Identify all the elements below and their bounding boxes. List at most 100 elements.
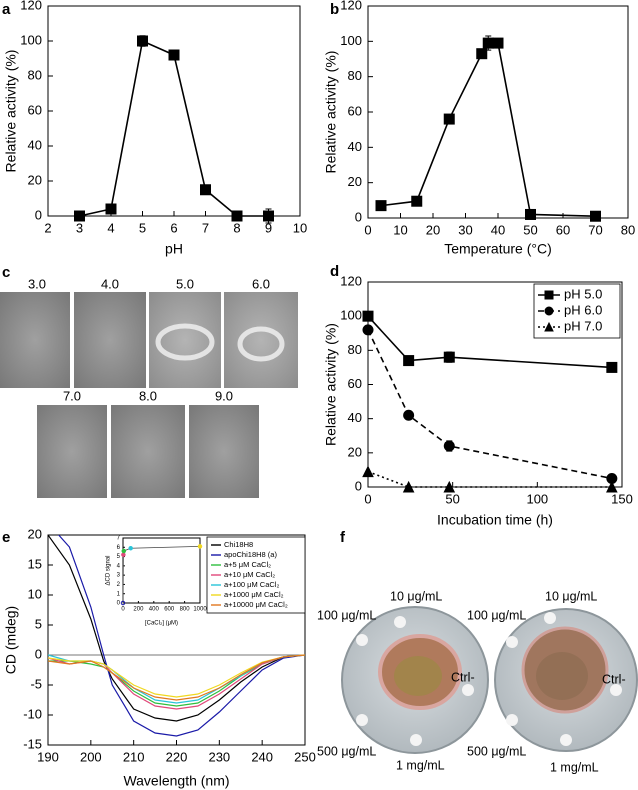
x-tick-label: 220 bbox=[166, 749, 188, 764]
y-tick-label: 20 bbox=[348, 444, 362, 459]
x-tick-label: 2 bbox=[44, 220, 51, 235]
gel-image bbox=[37, 405, 107, 498]
y-tick-label: 5 bbox=[117, 554, 121, 560]
y-axis-label: CD (mdeg) bbox=[3, 606, 19, 674]
dish-label: 1 mg/mL bbox=[550, 760, 599, 774]
legend-label: a+100 μM CaCl₂ bbox=[224, 580, 279, 589]
clear-zone bbox=[155, 323, 215, 361]
y-axis-label: Relative activity (%) bbox=[323, 323, 339, 446]
y-tick-label: 10 bbox=[28, 586, 42, 601]
plot-layer bbox=[375, 35, 601, 222]
chart: b 0 10 20 30 40 50 60 70 80 0 20 40 60 80 100 120 Tempera… bbox=[323, 0, 636, 257]
x-tick-label: 30 bbox=[458, 222, 472, 237]
y-tick-label: 0 bbox=[35, 646, 42, 661]
data-line bbox=[48, 535, 305, 722]
legend-label: pH 5.0 bbox=[564, 286, 602, 301]
x-tick-label: 9 bbox=[265, 220, 272, 235]
chart: d 0 50 100 150 0 20 40 60 80 100 120 Incubation time… bbox=[323, 263, 633, 528]
y-tick-label: 80 bbox=[28, 67, 42, 82]
plot-layer bbox=[120, 544, 203, 606]
y-tick-label: 120 bbox=[340, 273, 362, 288]
x-tick-label: 1000 bbox=[193, 607, 207, 613]
plot-frame bbox=[47, 5, 301, 217]
point bbox=[362, 465, 374, 478]
y-tick-label: 40 bbox=[348, 139, 362, 154]
y-tick-label: 2 bbox=[117, 582, 121, 588]
point bbox=[403, 409, 415, 421]
point bbox=[375, 200, 387, 212]
x-axis-label: Temperature (°C) bbox=[444, 241, 552, 257]
disc bbox=[560, 734, 572, 746]
y-tick-label: 100 bbox=[340, 308, 362, 323]
x-tick-label: 200 bbox=[133, 607, 144, 613]
x-tick-label: 10 bbox=[293, 220, 307, 235]
legend-label: a+5 μM CaCl₂ bbox=[224, 560, 271, 569]
gel-image bbox=[74, 292, 146, 388]
disc bbox=[356, 634, 368, 646]
x-tick-label: 150 bbox=[611, 491, 633, 506]
disc bbox=[506, 636, 518, 648]
x-tick-label: 10 bbox=[393, 222, 407, 237]
y-tick-label: 120 bbox=[20, 0, 42, 12]
panel-label: f bbox=[340, 529, 346, 546]
y-axis-label: ΔCD signal bbox=[106, 555, 112, 585]
y-tick-label: 100 bbox=[20, 32, 42, 47]
legend-label: apoChi18H8 (a) bbox=[224, 550, 277, 559]
disc bbox=[356, 714, 368, 726]
y-tick-label: 0 bbox=[35, 207, 42, 222]
dish-label: Ctrl- bbox=[451, 670, 475, 684]
x-tick-label: 8 bbox=[233, 220, 240, 235]
y-tick-label: 0 bbox=[117, 601, 121, 607]
y-tick-label: 80 bbox=[348, 68, 362, 83]
y-axis-label: Relative activity (%) bbox=[323, 51, 339, 174]
point bbox=[120, 600, 126, 606]
x-tick-label: 3 bbox=[76, 220, 83, 235]
point bbox=[443, 440, 455, 452]
x-tick-label: 230 bbox=[208, 749, 230, 764]
panel-label: d bbox=[330, 263, 339, 280]
legend-marker bbox=[544, 306, 554, 316]
point bbox=[121, 552, 126, 557]
x-axis-label: Incubation time (h) bbox=[437, 512, 553, 528]
disc bbox=[610, 684, 622, 696]
panel-f: f 10 μg/mL 100 μg/mL Ctrl- 500 μg/mL 1 m… bbox=[317, 529, 638, 774]
clear-zone bbox=[237, 326, 285, 362]
point bbox=[263, 210, 274, 222]
y-tick-label: 60 bbox=[348, 103, 362, 118]
x-tick-label: 80 bbox=[621, 222, 635, 237]
plot-layer bbox=[48, 535, 305, 737]
data-line bbox=[367, 470, 612, 488]
disc bbox=[410, 734, 422, 746]
colony-center bbox=[394, 656, 442, 696]
point bbox=[476, 48, 488, 60]
point bbox=[128, 545, 133, 551]
point bbox=[411, 195, 423, 207]
y-tick-label: 20 bbox=[28, 172, 42, 187]
data-line bbox=[380, 42, 596, 218]
legend-label: pH 7.0 bbox=[564, 318, 602, 333]
y-tick-label: 7 bbox=[117, 536, 121, 542]
x-axis-label: [CaCl₂] (μM) bbox=[145, 621, 178, 627]
data-line bbox=[48, 654, 305, 701]
colony-center bbox=[536, 652, 588, 700]
image-label: 6.0 bbox=[252, 276, 270, 291]
legend-marker bbox=[544, 290, 554, 300]
x-tick-label: 7 bbox=[202, 220, 209, 235]
data-line bbox=[79, 39, 269, 217]
data-line bbox=[367, 315, 612, 369]
disc bbox=[394, 616, 406, 628]
y-tick-label: 0 bbox=[355, 478, 362, 493]
dish-label: 1 mg/mL bbox=[396, 758, 445, 772]
x-tick-label: 0 bbox=[121, 607, 125, 613]
panel-label: b bbox=[330, 1, 339, 18]
point bbox=[606, 361, 618, 373]
gel-image bbox=[224, 292, 298, 388]
dish-label: 500 μg/mL bbox=[317, 744, 376, 758]
point bbox=[121, 548, 127, 554]
point bbox=[525, 208, 536, 220]
x-tick-label: 240 bbox=[251, 749, 273, 764]
image-label: 7.0 bbox=[63, 388, 81, 403]
disc bbox=[462, 684, 474, 696]
